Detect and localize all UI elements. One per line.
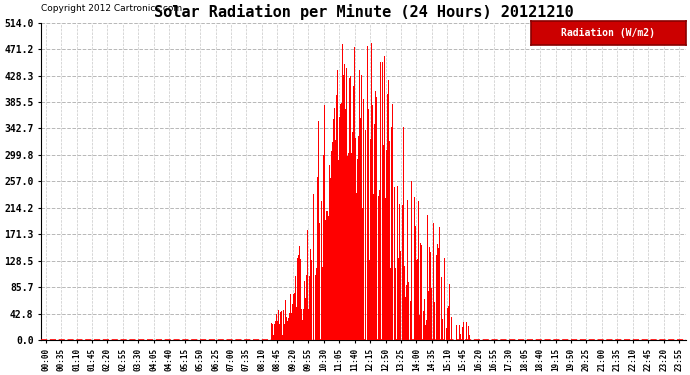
Text: Copyright 2012 Cartronics.com: Copyright 2012 Cartronics.com bbox=[41, 4, 182, 13]
Title: Solar Radiation per Minute (24 Hours) 20121210: Solar Radiation per Minute (24 Hours) 20… bbox=[154, 4, 573, 20]
